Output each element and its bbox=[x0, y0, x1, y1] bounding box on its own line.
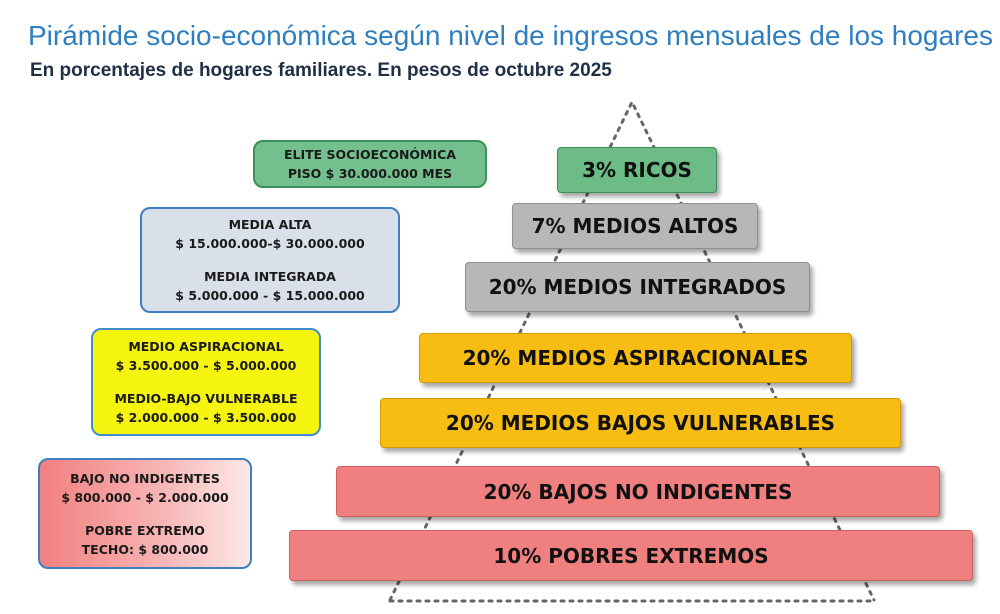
legend-medio-aspiracional-name: MEDIO ASPIRACIONAL bbox=[128, 339, 284, 354]
pyramid-level-pobres-extremos: 10% POBRES EXTREMOS bbox=[289, 530, 973, 581]
legend-elite-name: ELITE SOCIOECONÓMICA bbox=[283, 147, 456, 162]
legend-media-alta-range: $ 15.000.000-$ 30.000.000 bbox=[175, 236, 365, 251]
legend-bajo-box: BAJO NO INDIGENTES $ 800.000 - $ 2.000.0… bbox=[38, 458, 252, 569]
legend-media-integrada-range: $ 5.000.000 - $ 15.000.000 bbox=[175, 288, 365, 303]
legend-elite-range: PISO $ 30.000.000 MES bbox=[287, 166, 453, 181]
legend-medio-aspiracional-range: $ 3.500.000 - $ 5.000.000 bbox=[115, 358, 297, 373]
pyramid-level-ricos: 3% RICOS bbox=[557, 147, 717, 193]
legend-pobre-extremo-range: TECHO: $ 800.000 bbox=[81, 541, 209, 557]
legend-media-integrada-name: MEDIA INTEGRADA bbox=[204, 269, 336, 284]
chart-subtitle: En porcentajes de hogares familiares. En… bbox=[30, 60, 612, 81]
legend-media-alta-name: MEDIA ALTA bbox=[228, 217, 312, 232]
legend-media-box: MEDIA ALTA $ 15.000.000-$ 30.000.000 MED… bbox=[140, 207, 400, 313]
legend-medio-bajo-name: MEDIO-BAJO VULNERABLE bbox=[114, 391, 298, 406]
pyramid-level-medios-altos: 7% MEDIOS ALTOS bbox=[512, 203, 758, 249]
legend-pobre-extremo-name: POBRE EXTREMO bbox=[85, 522, 205, 538]
pyramid-level-medios-bajos-vulnerables: 20% MEDIOS BAJOS VULNERABLES bbox=[380, 398, 901, 448]
legend-bajo-no-indigentes-name: BAJO NO INDIGENTES bbox=[70, 470, 220, 486]
legend-medio-box: MEDIO ASPIRACIONAL $ 3.500.000 - $ 5.000… bbox=[91, 328, 321, 436]
legend-bajo-no-indigentes-range: $ 800.000 - $ 2.000.000 bbox=[61, 489, 229, 505]
legend-elite-box: ELITE SOCIOECONÓMICA PISO $ 30.000.000 M… bbox=[253, 140, 487, 188]
pyramid-level-medios-integrados: 20% MEDIOS INTEGRADOS bbox=[465, 262, 810, 312]
pyramid-level-medios-aspiracionales: 20% MEDIOS ASPIRACIONALES bbox=[419, 333, 852, 383]
pyramid-level-bajos-no-indigentes: 20% BAJOS NO INDIGENTES bbox=[336, 466, 940, 517]
chart-title: Pirámide socio-económica según nivel de … bbox=[28, 20, 993, 51]
legend-medio-bajo-range: $ 2.000.000 - $ 3.500.000 bbox=[115, 410, 297, 425]
